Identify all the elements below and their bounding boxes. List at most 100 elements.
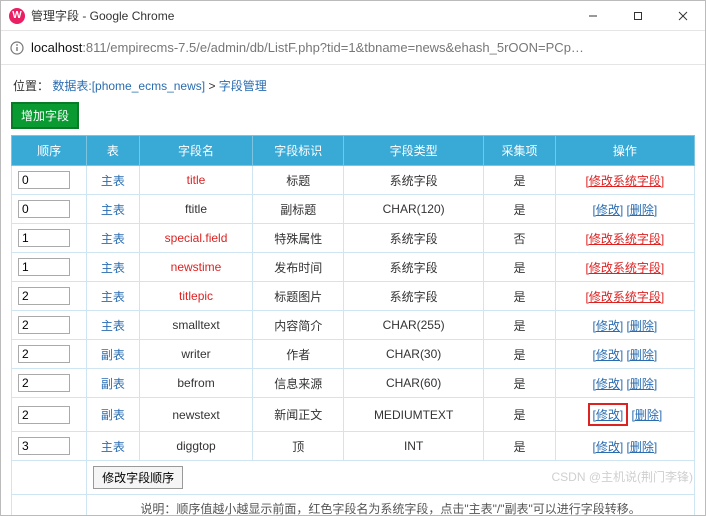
order-input[interactable]	[18, 374, 70, 392]
op-cell: [修改系统字段]	[555, 253, 694, 282]
delete-link[interactable]: [删除]	[632, 408, 663, 422]
edit-link[interactable]: [修改]	[593, 377, 624, 391]
op-cell: [修改] [删除]	[555, 369, 694, 398]
field-label: 作者	[253, 340, 344, 369]
hint-row: 说明：顺序值越小越显示前面，红色字段名为系统字段，点击"主表"/"副表"可以进行…	[12, 495, 695, 516]
op-cell: [修改系统字段]	[555, 166, 694, 195]
edit-system-field-link[interactable]: [修改系统字段]	[586, 261, 665, 275]
column-header: 采集项	[484, 136, 555, 166]
collect: 是	[484, 311, 555, 340]
order-input[interactable]	[18, 316, 70, 334]
field-name: ftitle	[139, 195, 253, 224]
info-icon[interactable]	[9, 40, 25, 56]
reorder-row: 修改字段顺序	[12, 461, 695, 495]
reorder-button[interactable]: 修改字段顺序	[93, 466, 183, 489]
table-link[interactable]: 主表	[101, 290, 125, 304]
order-input[interactable]	[18, 287, 70, 305]
delete-link[interactable]: [删除]	[627, 377, 658, 391]
collect: 是	[484, 195, 555, 224]
table-link[interactable]: 副表	[101, 408, 125, 422]
edit-system-field-link[interactable]: [修改系统字段]	[586, 174, 665, 188]
table-link[interactable]: 副表	[101, 348, 125, 362]
table-row: 主表titlepic标题图片系统字段是[修改系统字段]	[12, 282, 695, 311]
window-controls	[570, 1, 705, 30]
field-type: 系统字段	[343, 253, 483, 282]
edit-link[interactable]: [修改]	[593, 440, 624, 454]
table-link[interactable]: 主表	[101, 319, 125, 333]
order-input[interactable]	[18, 345, 70, 363]
field-type: 系统字段	[343, 282, 483, 311]
table-row: 主表title标题系统字段是[修改系统字段]	[12, 166, 695, 195]
field-type: CHAR(60)	[343, 369, 483, 398]
column-header: 表	[87, 136, 139, 166]
table-link[interactable]: 副表	[101, 377, 125, 391]
table-row: 副表befrom信息来源CHAR(60)是[修改] [删除]	[12, 369, 695, 398]
delete-link[interactable]: [删除]	[627, 348, 658, 362]
url-text[interactable]: localhost:811/empirecms-7.5/e/admin/db/L…	[31, 40, 697, 55]
order-input[interactable]	[18, 171, 70, 189]
add-field-button[interactable]: 增加字段	[11, 102, 79, 129]
breadcrumb-sep: >	[208, 79, 218, 93]
field-name: befrom	[139, 369, 253, 398]
column-header: 字段标识	[253, 136, 344, 166]
field-type: MEDIUMTEXT	[343, 398, 483, 432]
column-header: 字段名	[139, 136, 253, 166]
breadcrumb: 位置： 数据表:[phome_ecms_news] > 字段管理	[11, 73, 695, 102]
table-row: 主表ftitle副标题CHAR(120)是[修改] [删除]	[12, 195, 695, 224]
op-cell: [修改系统字段]	[555, 224, 694, 253]
table-link[interactable]: 主表	[101, 174, 125, 188]
field-label: 内容简介	[253, 311, 344, 340]
column-header: 操作	[555, 136, 694, 166]
table-body: 主表title标题系统字段是[修改系统字段]主表ftitle副标题CHAR(12…	[12, 166, 695, 461]
table-link[interactable]: 主表	[101, 440, 125, 454]
table-header: 顺序表字段名字段标识字段类型采集项操作	[12, 136, 695, 166]
maximize-button[interactable]	[615, 1, 660, 30]
field-type: 系统字段	[343, 166, 483, 195]
field-label: 发布时间	[253, 253, 344, 282]
order-input[interactable]	[18, 406, 70, 424]
collect: 否	[484, 224, 555, 253]
order-input[interactable]	[18, 437, 70, 455]
field-label: 顶	[253, 432, 344, 461]
close-button[interactable]	[660, 1, 705, 30]
edit-system-field-link[interactable]: [修改系统字段]	[586, 290, 665, 304]
field-label: 特殊属性	[253, 224, 344, 253]
order-input[interactable]	[18, 200, 70, 218]
breadcrumb-prefix: 位置：	[13, 79, 49, 93]
delete-link[interactable]: [删除]	[627, 203, 658, 217]
table-row: 主表diggtop顶INT是[修改] [删除]	[12, 432, 695, 461]
edit-link[interactable]: [修改]	[593, 203, 624, 217]
collect: 是	[484, 369, 555, 398]
table-link[interactable]: 主表	[101, 203, 125, 217]
url-rest: :811/empirecms-7.5/e/admin/db/ListF.php?…	[82, 40, 584, 55]
collect: 是	[484, 166, 555, 195]
browser-window: W 管理字段 - Google Chrome localhost:811/emp…	[0, 0, 706, 516]
field-name: newstime	[139, 253, 253, 282]
field-type: CHAR(30)	[343, 340, 483, 369]
field-name: newstext	[139, 398, 253, 432]
breadcrumb-link-2[interactable]: 字段管理	[219, 79, 267, 93]
app-icon: W	[9, 8, 25, 24]
edit-link[interactable]: [修改]	[593, 348, 624, 362]
field-label: 信息来源	[253, 369, 344, 398]
field-label: 标题图片	[253, 282, 344, 311]
table-link[interactable]: 主表	[101, 261, 125, 275]
field-type: CHAR(120)	[343, 195, 483, 224]
edit-system-field-link[interactable]: [修改系统字段]	[586, 232, 665, 246]
edit-link[interactable]: [修改]	[593, 319, 624, 333]
table-link[interactable]: 主表	[101, 232, 125, 246]
fields-table: 顺序表字段名字段标识字段类型采集项操作 主表title标题系统字段是[修改系统字…	[11, 135, 695, 515]
edit-link[interactable]: [修改]	[593, 408, 624, 422]
field-name: titlepic	[139, 282, 253, 311]
delete-link[interactable]: [删除]	[627, 440, 658, 454]
delete-link[interactable]: [删除]	[627, 319, 658, 333]
field-name: writer	[139, 340, 253, 369]
table-row: 主表special.field特殊属性系统字段否[修改系统字段]	[12, 224, 695, 253]
field-type: INT	[343, 432, 483, 461]
minimize-button[interactable]	[570, 1, 615, 30]
order-input[interactable]	[18, 258, 70, 276]
op-cell: [修改] [删除]	[555, 195, 694, 224]
order-input[interactable]	[18, 229, 70, 247]
address-bar: localhost:811/empirecms-7.5/e/admin/db/L…	[1, 31, 705, 65]
breadcrumb-link-1[interactable]: 数据表:[phome_ecms_news]	[52, 79, 205, 93]
